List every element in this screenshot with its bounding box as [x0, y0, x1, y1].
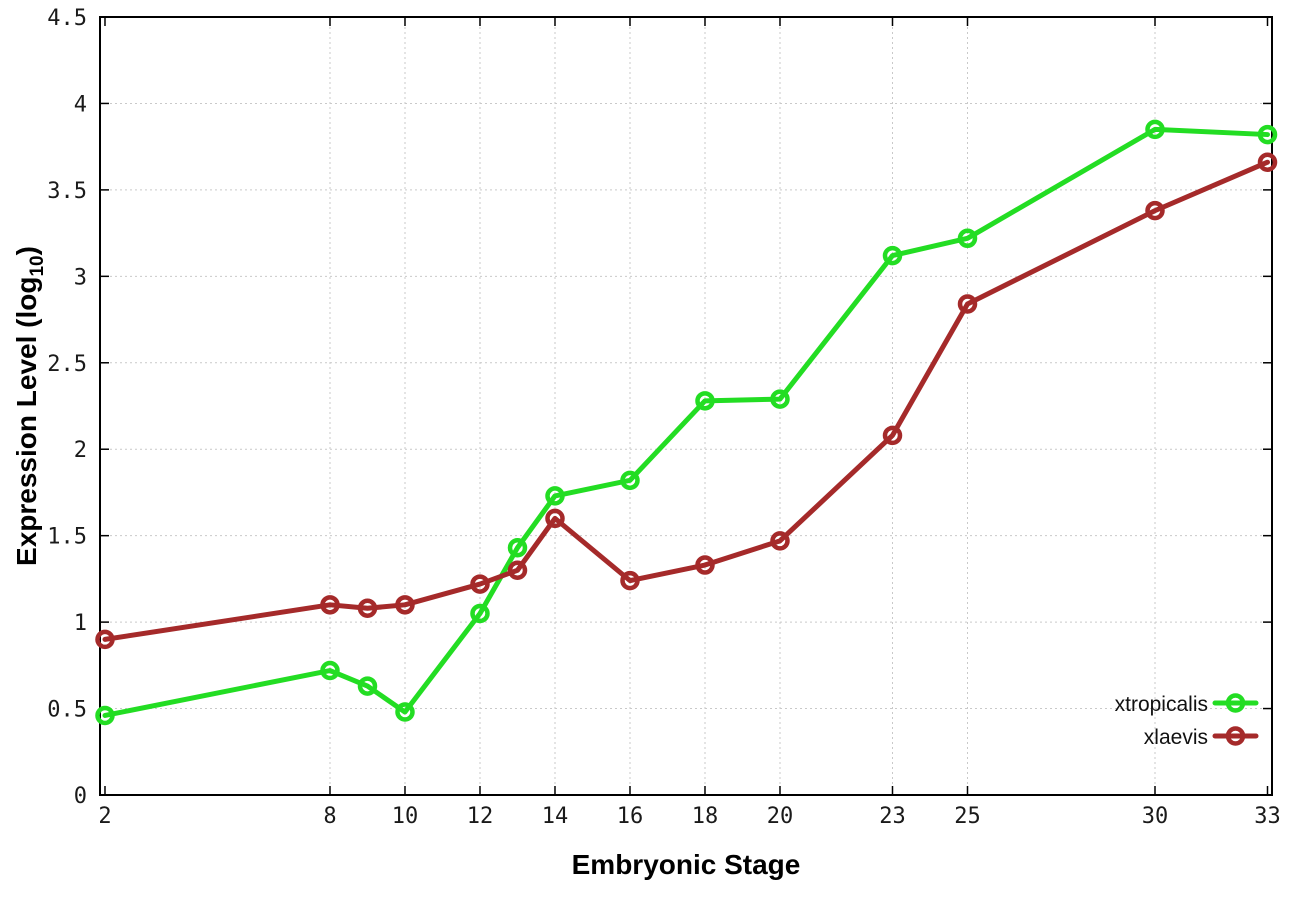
data-point-xlaevis: [620, 570, 640, 591]
x-tick-label: 20: [767, 804, 794, 829]
series-xtropicalis: [95, 119, 1278, 726]
data-point-xlaevis: [470, 574, 490, 594]
data-point-xtropicalis: [1257, 124, 1278, 145]
x-tick-label: 33: [1254, 804, 1281, 829]
y-tick-label: 0: [74, 784, 87, 809]
x-tick-label: 25: [954, 804, 981, 829]
gridlines: [100, 17, 1272, 795]
data-point-xlaevis: [507, 560, 528, 580]
series-xlaevis: [95, 152, 1278, 650]
data-point-xtropicalis: [320, 660, 340, 681]
plot-border: [99, 16, 1273, 796]
x-tick-label: 2: [98, 804, 111, 829]
y-tick-label: 3.5: [47, 179, 87, 204]
data-point-xtropicalis: [357, 676, 378, 696]
x-axis-title: Embryonic Stage: [571, 849, 801, 880]
x-tick-label: 10: [392, 804, 419, 829]
data-point-xlaevis: [695, 555, 715, 575]
y-tick-label: 4: [74, 92, 87, 117]
data-point-xtropicalis: [395, 702, 415, 722]
x-tick-label: 8: [323, 804, 336, 829]
data-point-xlaevis: [1257, 152, 1278, 172]
legend-sample-marker-xtropicalis: [1225, 693, 1246, 713]
data-point-xtropicalis: [470, 603, 490, 624]
x-tick-label: 16: [617, 804, 644, 829]
y-axis-title-subscript: 10: [26, 255, 48, 277]
y-tick-label: 2.5: [47, 352, 87, 377]
data-point-xtropicalis: [1145, 119, 1165, 140]
data-point-xlaevis: [882, 425, 903, 446]
legend-label-xtropicalis: xtropicalis: [1115, 693, 1208, 716]
axes: 2 8 10 12 14 16 18 20 23 25 30 33 0 0.5 1 1.5 2 2.5 3 3.5 4 4…: [47, 6, 1281, 829]
y-tick-label: 3: [74, 265, 87, 290]
data-point-xtropicalis: [695, 391, 715, 411]
y-tick-label: 1: [74, 611, 87, 636]
data-point-xtropicalis: [882, 245, 903, 266]
data-point-xlaevis: [545, 508, 565, 529]
data-point-xtropicalis: [770, 389, 790, 409]
legend-entry-xtropicalis: xtropicalis: [1115, 693, 1259, 716]
y-tick-label: 1.5: [47, 525, 87, 550]
data-point-xlaevis: [357, 598, 378, 619]
y-tick-label: 2: [74, 438, 87, 463]
legend-sample-marker-xlaevis: [1225, 726, 1246, 746]
x-tick-label: 12: [467, 804, 494, 829]
legend: xtropicalis xlaevis: [1115, 693, 1259, 749]
x-tick-label: 23: [879, 804, 906, 829]
series-line-xtropicalis: [102, 126, 1270, 718]
y-axis-title-close: ): [11, 246, 43, 256]
legend-label-xlaevis: xlaevis: [1144, 726, 1208, 749]
data-point-xtropicalis: [957, 228, 978, 249]
y-axis-title: Expression Level (log10): [11, 246, 49, 566]
y-tick-label: 0.5: [47, 698, 87, 723]
x-tick-label: 18: [692, 804, 719, 829]
data-point-xlaevis: [770, 531, 790, 551]
y-tick-label: 4.5: [47, 6, 87, 31]
x-tick-label: 14: [542, 804, 569, 829]
legend-entry-xlaevis: xlaevis: [1144, 726, 1259, 749]
data-point-xtropicalis: [545, 486, 565, 506]
series-line-xlaevis: [102, 159, 1270, 642]
data-point-xlaevis: [957, 294, 978, 314]
data-point-xlaevis: [395, 595, 415, 615]
data-point-xlaevis: [95, 629, 115, 650]
x-tick-label: 30: [1142, 804, 1169, 829]
data-point-xtropicalis: [507, 538, 528, 558]
data-point-xlaevis: [1145, 200, 1165, 221]
data-point-xtropicalis: [620, 470, 640, 491]
data-point-xtropicalis: [95, 705, 115, 726]
data-point-xlaevis: [320, 595, 340, 615]
y-axis-title-text: Expression Level (log: [11, 276, 43, 566]
